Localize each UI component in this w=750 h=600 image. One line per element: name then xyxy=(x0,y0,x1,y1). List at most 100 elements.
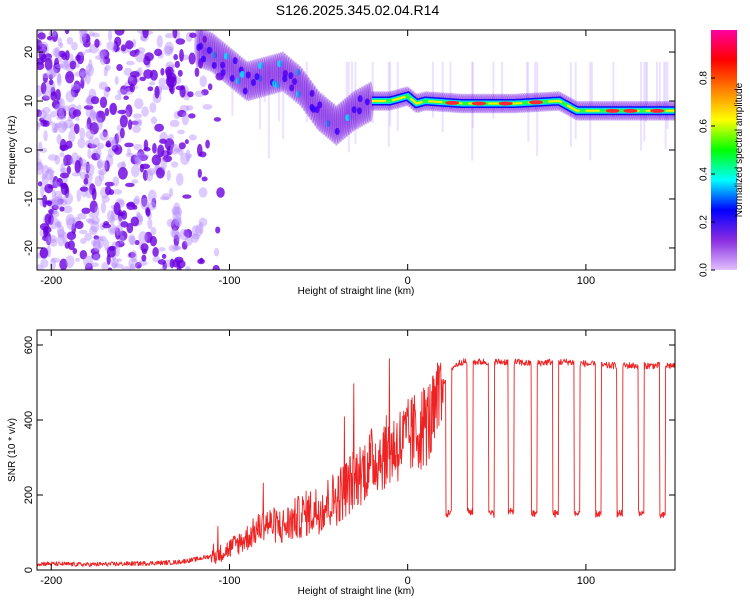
noise-blob xyxy=(180,152,190,165)
spectrogram-ytick-label: 10 xyxy=(23,95,35,107)
noise-blob xyxy=(42,194,48,208)
noise-blob xyxy=(90,262,100,268)
noise-blob xyxy=(51,30,59,42)
ridge-blob xyxy=(258,62,264,70)
noise-blob xyxy=(49,238,58,247)
noise-blob xyxy=(198,217,208,227)
ridge-blob xyxy=(250,78,256,86)
noise-blob xyxy=(150,201,156,206)
noise-blob xyxy=(128,234,136,245)
noise-blob xyxy=(99,131,109,141)
noise-streak xyxy=(526,61,529,108)
noise-streak xyxy=(501,61,504,112)
noise-blob xyxy=(141,254,147,262)
noise-blob xyxy=(74,220,84,230)
spectrogram-ytick-label: -10 xyxy=(23,191,35,207)
ridge-blob xyxy=(356,107,362,115)
noise-blob xyxy=(91,32,100,38)
ridge-halo xyxy=(326,99,333,141)
noise-blob xyxy=(42,73,48,84)
noise-blob xyxy=(129,263,135,270)
ridge-halo xyxy=(367,81,374,123)
noise-blob xyxy=(104,107,110,117)
noise-blob xyxy=(114,75,119,85)
ridge-halo xyxy=(262,56,269,97)
noise-blob xyxy=(72,109,82,117)
noise-blob xyxy=(187,153,193,159)
noise-blob xyxy=(66,231,77,241)
noise-blob xyxy=(111,144,119,153)
noise-blob xyxy=(124,142,134,148)
noise-blob xyxy=(175,38,186,45)
noise-blob xyxy=(169,46,174,52)
noise-blob xyxy=(164,66,174,76)
noise-blob xyxy=(179,48,184,62)
noise-blob xyxy=(127,75,138,87)
noise-blob xyxy=(62,156,67,166)
noise-blob xyxy=(57,198,64,205)
noise-blob xyxy=(39,41,48,48)
noise-blob xyxy=(107,30,113,42)
noise-blob xyxy=(78,51,86,56)
noise-blob xyxy=(118,230,128,241)
noise-blob xyxy=(109,245,117,251)
snr-xtick-label: -200 xyxy=(40,575,62,587)
noise-blob xyxy=(154,86,160,99)
noise-blob xyxy=(114,30,125,36)
noise-blob xyxy=(117,166,128,180)
noise-streak xyxy=(471,61,474,161)
noise-blob xyxy=(43,130,48,142)
noise-blob xyxy=(141,153,147,161)
noise-blob xyxy=(194,67,200,77)
noise-blob xyxy=(103,86,110,98)
noise-blob xyxy=(172,206,183,217)
noise-blob xyxy=(114,94,122,101)
noise-blob xyxy=(134,98,144,110)
noise-blob xyxy=(72,247,78,255)
noise-streak xyxy=(258,61,261,130)
noise-blob xyxy=(171,161,179,168)
ridge-blob xyxy=(314,106,320,114)
noise-blob xyxy=(179,228,190,241)
noise-blob xyxy=(177,147,184,156)
noise-streak xyxy=(267,61,270,159)
ridge-halo xyxy=(312,85,319,127)
noise-blob xyxy=(199,30,204,38)
noise-blob xyxy=(137,151,146,156)
noise-blob xyxy=(160,68,165,76)
noise-blob xyxy=(39,117,45,123)
noise-streak xyxy=(640,61,643,151)
noise-blob xyxy=(212,264,220,270)
noise-streak xyxy=(449,61,452,110)
noise-blob xyxy=(110,140,117,150)
ridge-blob xyxy=(364,98,370,106)
noise-blob xyxy=(74,160,81,174)
noise-blob xyxy=(170,219,180,231)
noise-blob xyxy=(51,204,59,211)
noise-blob xyxy=(52,198,62,210)
noise-blob xyxy=(44,58,53,71)
noise-blob xyxy=(60,163,65,176)
ridge-blob xyxy=(334,127,340,135)
noise-blob xyxy=(139,76,147,82)
noise-blob xyxy=(131,179,139,184)
noise-blob xyxy=(158,77,167,87)
noise-blob xyxy=(89,183,96,196)
noise-streak xyxy=(278,61,281,122)
ridge-blob xyxy=(242,87,248,95)
noise-blob xyxy=(42,106,51,114)
noise-blob xyxy=(92,112,99,122)
noise-streak xyxy=(574,61,577,140)
noise-blob xyxy=(40,258,49,268)
noise-blob xyxy=(134,240,140,246)
noise-blob xyxy=(54,195,65,206)
snr-ytick-label: 600 xyxy=(23,336,35,354)
noise-blob xyxy=(168,133,174,140)
noise-blob xyxy=(46,36,53,41)
noise-blob xyxy=(156,35,163,48)
noise-blob xyxy=(85,188,93,199)
noise-blob xyxy=(205,139,210,149)
noise-blob xyxy=(127,119,133,130)
noise-blob xyxy=(173,234,180,247)
